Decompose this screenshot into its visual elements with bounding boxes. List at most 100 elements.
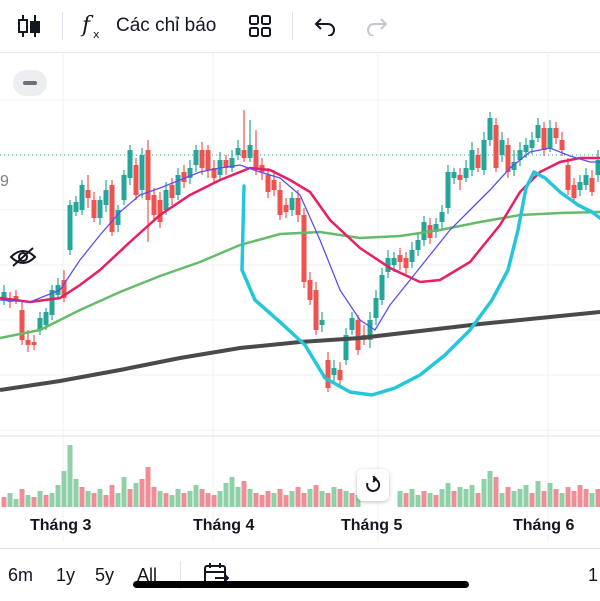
candle [356, 315, 361, 355]
layout-button[interactable] [245, 8, 275, 44]
candle [194, 145, 199, 172]
collapse-legend-button[interactable] [13, 70, 47, 96]
candle [320, 312, 325, 332]
volume-bar [104, 495, 109, 507]
candle-body [290, 198, 295, 210]
candle-body [398, 255, 403, 262]
candle [542, 122, 547, 156]
candle [74, 196, 79, 216]
candle [14, 290, 19, 304]
candle [404, 252, 409, 274]
top-toolbar: f x Các chỉ báo [0, 0, 600, 53]
volume-bar [476, 493, 481, 507]
indicators-button[interactable]: f x Các chỉ báo [80, 8, 230, 44]
candle [110, 180, 115, 236]
candle-body [572, 185, 577, 198]
candle [446, 165, 451, 214]
volume-bar [38, 491, 43, 507]
volume-bar [50, 493, 55, 507]
volume-bar [20, 489, 25, 507]
volume-bar [596, 489, 600, 507]
volume-bar [182, 493, 187, 507]
volume-bar [140, 479, 145, 507]
redo-button[interactable] [362, 8, 392, 44]
candle-body [236, 148, 241, 155]
volume-bar [500, 493, 505, 507]
candle-body [272, 180, 277, 190]
volume-bar [518, 489, 523, 507]
hide-indicators-button[interactable] [8, 242, 38, 272]
candle [566, 158, 571, 195]
volume-bar [554, 489, 559, 507]
undo-button[interactable] [310, 8, 340, 44]
candle [266, 168, 271, 198]
candle [236, 140, 241, 160]
candle [440, 205, 445, 230]
candle-body [92, 200, 97, 218]
volume-bar [530, 493, 535, 507]
price-axis-partial-label: 9 [0, 173, 9, 191]
volume-bar [320, 491, 325, 507]
candle [152, 188, 157, 222]
candle [308, 272, 313, 305]
volume-bar [302, 493, 307, 507]
candle-body [266, 175, 271, 192]
candle [554, 122, 559, 144]
volume-bar [278, 489, 283, 507]
candle [338, 362, 343, 385]
range-6m-button[interactable]: 6m [8, 565, 33, 586]
volume-bar [194, 485, 199, 507]
candle-body [488, 118, 493, 140]
volume-bar [254, 493, 259, 507]
chart-grid [0, 52, 600, 542]
volume-bar [236, 487, 241, 507]
range-5y-button[interactable]: 5y [95, 565, 114, 586]
candlestick-icon [17, 13, 41, 39]
candle [116, 205, 121, 232]
candle-body [548, 128, 553, 148]
volume-bar [260, 495, 265, 507]
candle-body [200, 150, 205, 168]
candle-body [314, 290, 319, 330]
candle [362, 325, 367, 345]
volume-bar [542, 491, 547, 507]
candle-body [476, 155, 481, 168]
volume-bar [410, 489, 415, 507]
candle [332, 360, 337, 382]
candlestick-button[interactable] [14, 8, 44, 44]
candle-body [206, 150, 211, 170]
reset-chart-button[interactable] [357, 469, 389, 501]
grid-layout-icon [248, 14, 272, 38]
candle-body [404, 258, 409, 268]
range-1y-button[interactable]: 1y [56, 565, 75, 586]
volume-bar [212, 495, 217, 507]
reset-icon [364, 476, 382, 494]
volume-bar [80, 487, 85, 507]
candle-body [104, 190, 109, 205]
candle-body [500, 140, 505, 155]
volume-bar [434, 495, 439, 507]
candle-body [554, 128, 559, 138]
candle [68, 200, 73, 255]
candle [590, 170, 595, 196]
volume-bar [560, 493, 565, 507]
candle-body [338, 370, 343, 380]
range-bar: 6m 1y 5y All 1 [0, 548, 600, 601]
candle [188, 160, 193, 184]
volume-bar [590, 493, 595, 507]
volume-bar [446, 483, 451, 507]
candle [182, 165, 187, 188]
candle [434, 218, 439, 238]
candle-body [524, 145, 529, 152]
candle [344, 328, 349, 365]
candle [518, 142, 523, 166]
price-chart[interactable] [0, 52, 600, 542]
candle-body [284, 205, 289, 212]
volume-bar [26, 495, 31, 507]
redo-icon [365, 16, 389, 36]
volume-bar [62, 471, 67, 507]
volume-bar [92, 493, 97, 507]
candle-body [20, 310, 25, 340]
toolbar-divider [62, 12, 63, 40]
candle [134, 158, 139, 200]
